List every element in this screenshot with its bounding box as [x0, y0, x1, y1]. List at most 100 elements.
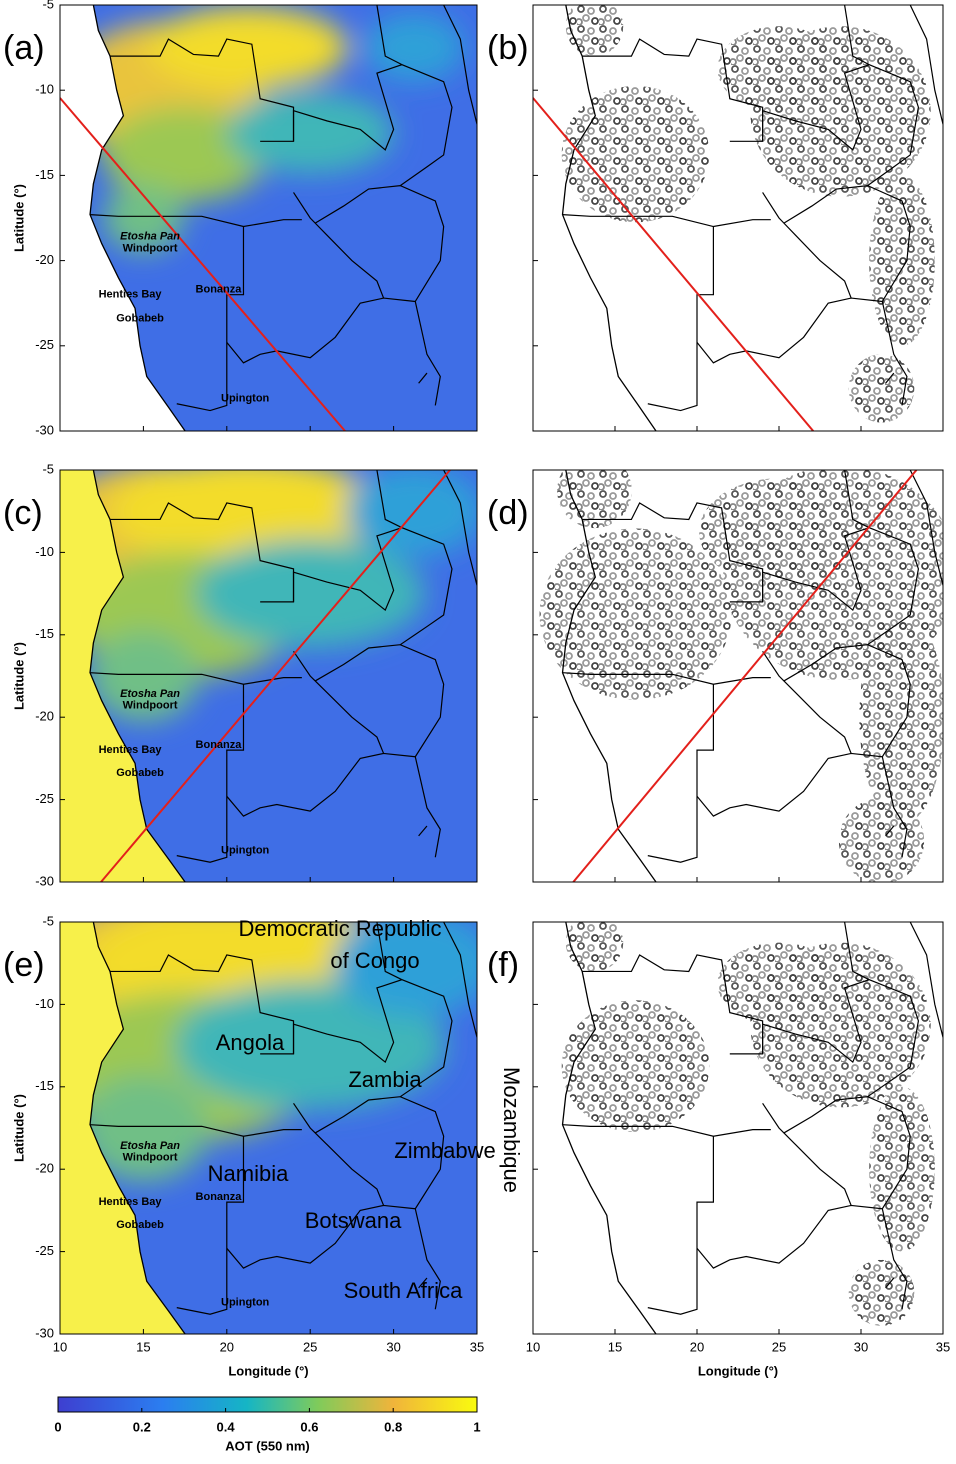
- border: [314, 1096, 445, 1310]
- y-tick-label: -20: [35, 1161, 54, 1176]
- axes-box: [59, 4, 478, 432]
- fire-cluster: [557, 470, 632, 529]
- fire-cluster: [565, 5, 624, 57]
- border: [909, 922, 943, 1038]
- country-label: South Africa: [344, 1278, 463, 1303]
- place-label: Gobabeb: [116, 1219, 164, 1231]
- border: [562, 213, 771, 228]
- y-tick-label: -25: [35, 791, 54, 806]
- place-label: Henties Bay: [99, 289, 163, 301]
- border: [762, 192, 852, 299]
- country-label: Mozambique: [499, 1067, 524, 1193]
- fire-cluster: [565, 922, 624, 972]
- panel-label: (e): [3, 946, 45, 984]
- border: [647, 684, 714, 863]
- border: [110, 954, 295, 1054]
- fire-cluster: [838, 797, 925, 882]
- track: [533, 97, 814, 431]
- colorbar: [57, 1396, 478, 1413]
- country-label: Botswana: [305, 1208, 402, 1233]
- ocean: [60, 470, 186, 882]
- border: [418, 1277, 428, 1289]
- place-label: Bonanza: [196, 739, 243, 751]
- x-tick-label: 35: [936, 1339, 950, 1354]
- border: [376, 470, 403, 529]
- border: [226, 297, 416, 364]
- colorbar-tick-label: 0: [54, 1419, 61, 1434]
- fire-cluster: [561, 1000, 710, 1133]
- border: [314, 644, 445, 858]
- fire-cluster: [869, 175, 935, 346]
- border: [89, 672, 302, 685]
- place-label: Etosha Pan: [120, 231, 180, 243]
- aot-blob: [103, 183, 184, 253]
- colorbar-label: AOT (550 nm): [225, 1438, 310, 1453]
- border: [885, 372, 895, 384]
- place-label: Etosha Pan: [120, 688, 180, 700]
- border: [260, 527, 453, 646]
- place-label: Windpoort: [123, 1152, 178, 1164]
- border: [562, 672, 771, 685]
- y-axis-label: Latitude (°): [11, 184, 26, 252]
- border: [729, 979, 920, 1098]
- aot-blob: [78, 1074, 209, 1182]
- fire-cluster: [561, 85, 710, 223]
- border: [844, 470, 870, 529]
- country-label: Angola: [216, 1030, 285, 1055]
- fire-cluster: [869, 1086, 935, 1252]
- y-tick-label: -10: [35, 996, 54, 1011]
- border: [443, 922, 477, 1038]
- track: [572, 470, 918, 882]
- y-tick-label: -5: [42, 913, 54, 928]
- x-tick-label: 25: [772, 1339, 786, 1354]
- border: [762, 1102, 852, 1206]
- place-label: Etosha Pan: [120, 1140, 180, 1152]
- y-tick-label: -10: [35, 82, 54, 97]
- place-label: Bonanza: [196, 283, 243, 295]
- y-tick-label: -20: [35, 252, 54, 267]
- border: [647, 1136, 714, 1315]
- panel-label: (d): [487, 494, 529, 532]
- border: [783, 1096, 911, 1310]
- panel: [532, 4, 944, 432]
- border: [885, 825, 895, 837]
- y-tick-label: -15: [35, 1078, 54, 1093]
- place-label: Henties Bay: [99, 744, 163, 756]
- aot-blob: [101, 106, 269, 202]
- aot-blob: [147, 6, 348, 89]
- border: [443, 5, 477, 125]
- border: [696, 752, 883, 817]
- country-label: Zambia: [348, 1067, 422, 1092]
- border: [110, 502, 295, 602]
- border: [582, 954, 764, 1054]
- border: [582, 38, 764, 142]
- place-label: Gobabeb: [116, 312, 164, 324]
- y-tick-label: -15: [35, 626, 54, 641]
- y-tick-label: -25: [35, 1243, 54, 1258]
- x-tick-label: 20: [690, 1339, 704, 1354]
- fire-cluster: [848, 1259, 915, 1326]
- y-tick-label: -5: [42, 461, 54, 476]
- border: [844, 922, 870, 981]
- colorbar-tick-label: 0.4: [217, 1419, 236, 1434]
- track: [60, 97, 346, 431]
- map: [533, 5, 943, 431]
- place-label: Upington: [221, 1297, 270, 1309]
- aot-blob: [195, 539, 425, 648]
- border: [89, 213, 302, 228]
- border: [226, 1204, 416, 1269]
- border: [176, 684, 245, 863]
- border: [176, 1136, 245, 1315]
- border: [582, 502, 764, 602]
- border: [89, 1124, 302, 1137]
- map: [533, 470, 943, 882]
- map: [60, 922, 477, 1334]
- fire-cluster: [717, 942, 841, 1025]
- border: [885, 1277, 895, 1289]
- country-label: Democratic Republic: [239, 916, 442, 941]
